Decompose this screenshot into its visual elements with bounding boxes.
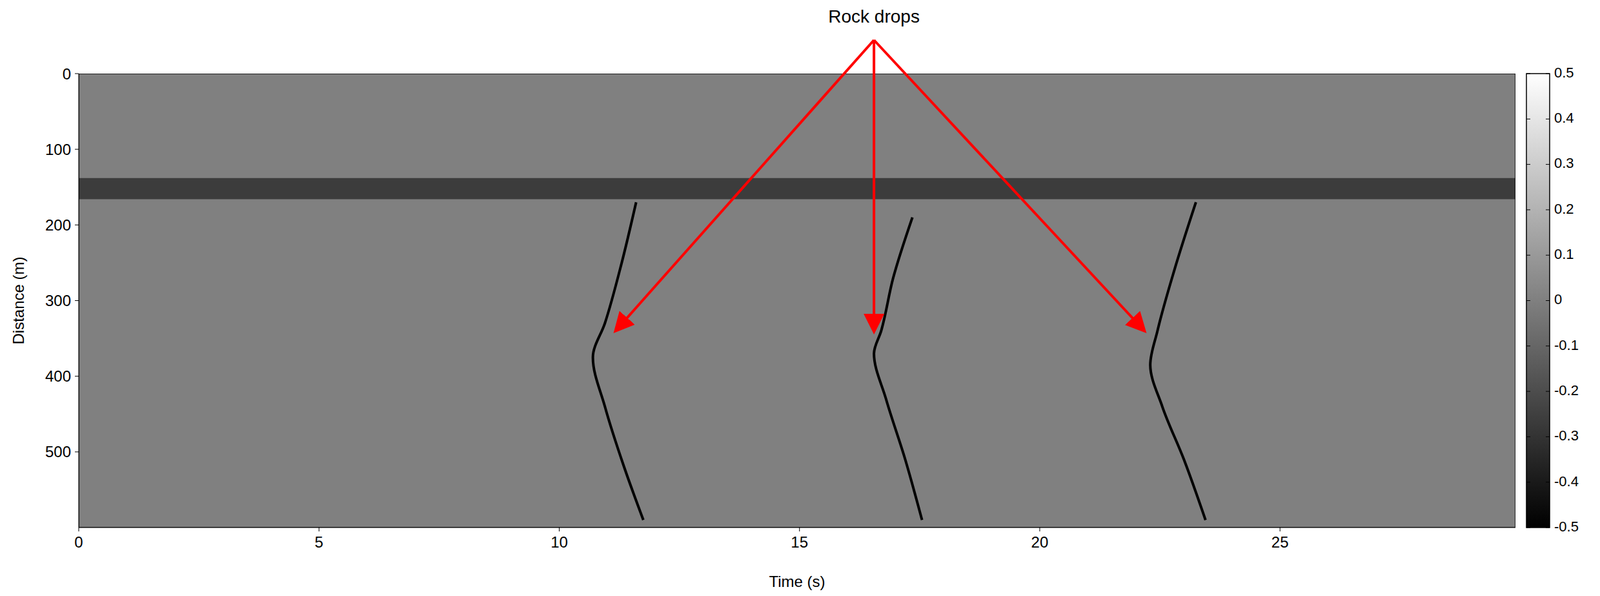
svg-text:Rock drops: Rock drops — [828, 6, 920, 27]
svg-text:0: 0 — [62, 65, 71, 83]
svg-text:20: 20 — [1031, 533, 1049, 551]
svg-text:400: 400 — [45, 367, 71, 385]
svg-text:5: 5 — [314, 533, 324, 551]
svg-text:0.4: 0.4 — [1554, 109, 1575, 126]
svg-text:-0.2: -0.2 — [1554, 382, 1579, 399]
svg-text:25: 25 — [1271, 533, 1289, 551]
svg-text:0.1: 0.1 — [1554, 245, 1575, 263]
svg-text:15: 15 — [790, 533, 809, 551]
svg-text:-0.4: -0.4 — [1554, 473, 1579, 490]
svg-text:500: 500 — [45, 442, 71, 461]
svg-text:0: 0 — [1554, 291, 1562, 308]
svg-text:0.5: 0.5 — [1554, 64, 1575, 81]
svg-text:Distance (m): Distance (m) — [9, 256, 28, 345]
svg-text:100: 100 — [45, 140, 71, 159]
svg-text:Time (s): Time (s) — [768, 572, 825, 590]
svg-text:0.2: 0.2 — [1554, 200, 1575, 217]
svg-text:0.3: 0.3 — [1554, 154, 1575, 172]
svg-text:200: 200 — [45, 216, 71, 234]
svg-text:-0.5: -0.5 — [1554, 518, 1579, 535]
svg-text:-0.1: -0.1 — [1554, 336, 1579, 354]
svg-text:10: 10 — [550, 533, 568, 551]
svg-text:-0.3: -0.3 — [1554, 427, 1579, 444]
svg-text:0: 0 — [74, 533, 83, 551]
svg-text:300: 300 — [45, 291, 71, 310]
